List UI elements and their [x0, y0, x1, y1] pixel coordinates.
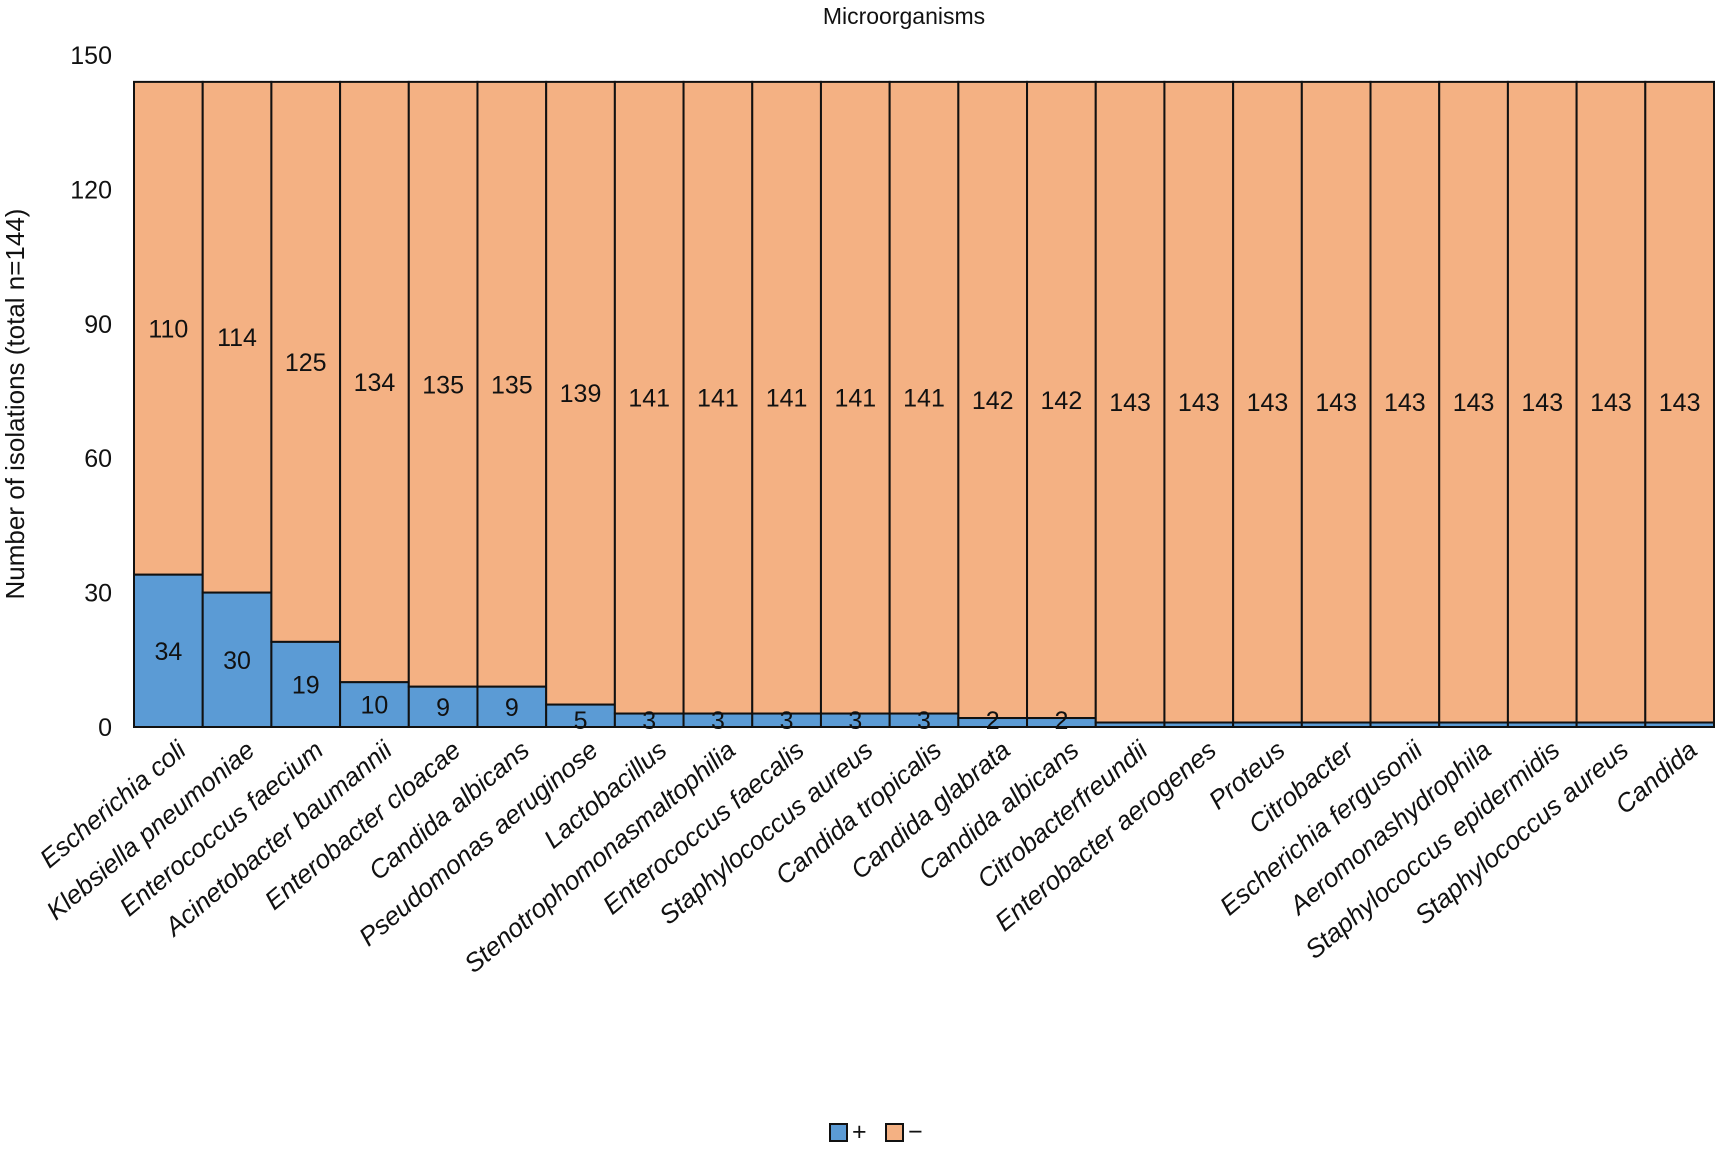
data-label-negative: 143 [1178, 389, 1220, 417]
bar-segment-positive [339, 681, 410, 729]
bar-segment-negative [888, 80, 960, 715]
bar-segment-positive [1163, 721, 1235, 729]
bar-segment-positive [476, 685, 548, 728]
data-label-negative: 143 [1109, 389, 1151, 417]
legend-swatch-negative [885, 1123, 904, 1142]
data-label-positive: 3 [917, 707, 931, 735]
data-label-positive: 19 [292, 671, 320, 699]
data-label-negative: 114 [217, 324, 257, 352]
data-label-positive: 3 [848, 707, 862, 735]
data-label-negative: 143 [1521, 389, 1563, 417]
data-label-positive: 3 [642, 707, 656, 735]
data-labels-layer: 110 34 114 30 125 19 134 10 135 9 135 9 139 5 141 3 141 3… [148, 315, 1700, 735]
data-label-negative: 141 [903, 385, 945, 413]
bar-segment-positive [407, 685, 479, 728]
bar-segment-negative [1575, 80, 1647, 724]
bar-segment-positive [1094, 721, 1166, 729]
y-tick-label: 0 [98, 714, 112, 742]
data-label-positive: 5 [574, 707, 588, 735]
y-axis-ticks: 0 30 60 90 120 150 [70, 42, 112, 742]
data-label-positive: 30 [223, 647, 251, 675]
data-label-negative: 135 [491, 371, 533, 399]
data-label-negative: 141 [628, 385, 670, 413]
data-label-positive: 9 [436, 694, 450, 722]
bar-segment-positive [1232, 721, 1303, 729]
data-label-positive: 34 [154, 638, 182, 666]
y-tick-label: 90 [84, 311, 112, 339]
bar-segment-negative [1506, 80, 1578, 724]
bar-segment-negative [133, 80, 204, 576]
chart-title: Microorganisms [823, 3, 985, 29]
legend-label-positive: + [852, 1118, 867, 1146]
data-label-negative: 134 [354, 369, 396, 397]
data-label-positive: 3 [780, 707, 794, 735]
bar-segment-positive [1438, 721, 1509, 729]
data-label-positive: 9 [505, 694, 519, 722]
data-label-negative: 139 [560, 380, 602, 408]
bar-segment-positive [1300, 721, 1372, 729]
legend: + − [829, 1118, 923, 1146]
legend-swatch-positive [829, 1123, 848, 1142]
data-label-negative: 141 [834, 385, 876, 413]
bar-segment-negative [1163, 80, 1235, 724]
bar-segment-negative [751, 80, 822, 715]
y-tick-label: 60 [84, 445, 112, 473]
data-label-negative: 143 [1453, 389, 1495, 417]
data-label-negative: 143 [1590, 389, 1632, 417]
data-label-positive: 10 [361, 692, 389, 720]
bar-segment-negative [1369, 80, 1441, 724]
data-label-negative: 143 [1315, 389, 1357, 417]
bar-segment-positive [1506, 721, 1578, 729]
bar-segment-positive [1644, 721, 1715, 729]
bar-segment-negative [1300, 80, 1372, 724]
bar-segment-negative [613, 80, 685, 715]
data-label-negative: 125 [285, 349, 327, 377]
data-label-negative: 142 [1041, 387, 1083, 415]
data-label-negative: 143 [1384, 389, 1426, 417]
data-label-negative: 141 [766, 385, 808, 413]
bar-segment-positive [270, 640, 342, 729]
y-axis-label: Number of isolations (total n=144) [0, 209, 30, 600]
bar-segment-positive [133, 573, 204, 728]
bar-segment-negative [1094, 80, 1166, 724]
data-label-negative: 135 [422, 371, 464, 399]
data-label-negative: 143 [1247, 389, 1289, 417]
data-label-negative: 141 [697, 385, 739, 413]
y-tick-label: 150 [70, 42, 112, 70]
data-label-positive: 3 [711, 707, 725, 735]
data-label-positive: 2 [1054, 707, 1068, 735]
bars-layer [133, 80, 1715, 729]
bar-segment-negative [957, 80, 1029, 720]
y-tick-label: 120 [70, 176, 112, 204]
data-label-negative: 142 [972, 387, 1014, 415]
bar-segment-negative [1026, 80, 1097, 720]
bar-segment-negative [819, 80, 891, 715]
data-label-positive: 2 [986, 707, 1000, 735]
y-tick-label: 30 [84, 580, 112, 608]
bar-segment-positive [1575, 721, 1647, 729]
data-label-negative: 110 [148, 315, 188, 343]
bar-segment-positive [1369, 721, 1441, 729]
data-label-negative: 143 [1659, 389, 1701, 417]
bar-segment-negative [1644, 80, 1715, 724]
legend-label-negative: − [908, 1118, 923, 1146]
bar-segment-negative [201, 80, 273, 594]
